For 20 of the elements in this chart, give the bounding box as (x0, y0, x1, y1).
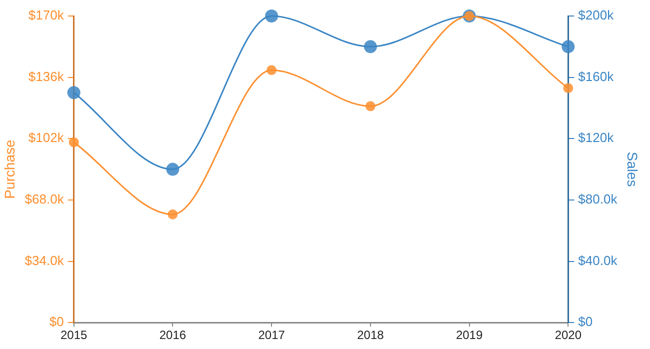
x-tick-label: 2018 (357, 328, 384, 342)
y2-tick-label: $40.0k (578, 252, 618, 268)
x-tick-label: 2017 (258, 328, 286, 342)
x-tick-label: 2015 (60, 328, 88, 342)
y2-tick-label: $120k (578, 130, 614, 146)
y2-axis-title: Sales (624, 152, 641, 187)
y-tick-label: $170k (28, 8, 64, 23)
y2-tick-label: $160k (578, 68, 614, 84)
y2-tick-label: $80.0k (578, 192, 618, 207)
y2-tick-label: $0 (578, 314, 593, 330)
y-tick-label: $34.0k (24, 252, 64, 268)
x-tick-label: 2019 (456, 328, 483, 342)
y-axis-title: Purchase (1, 140, 18, 199)
y2-tick-label: $200k (578, 8, 614, 23)
y-tick-label: $102k (28, 130, 64, 146)
y-tick-label: $0 (49, 314, 64, 330)
x-tick-label: 2016 (159, 328, 186, 342)
x-tick-label: 2020 (554, 328, 582, 342)
y-tick-label: $136k (28, 68, 64, 84)
y-tick-label: $68.0k (24, 192, 64, 207)
